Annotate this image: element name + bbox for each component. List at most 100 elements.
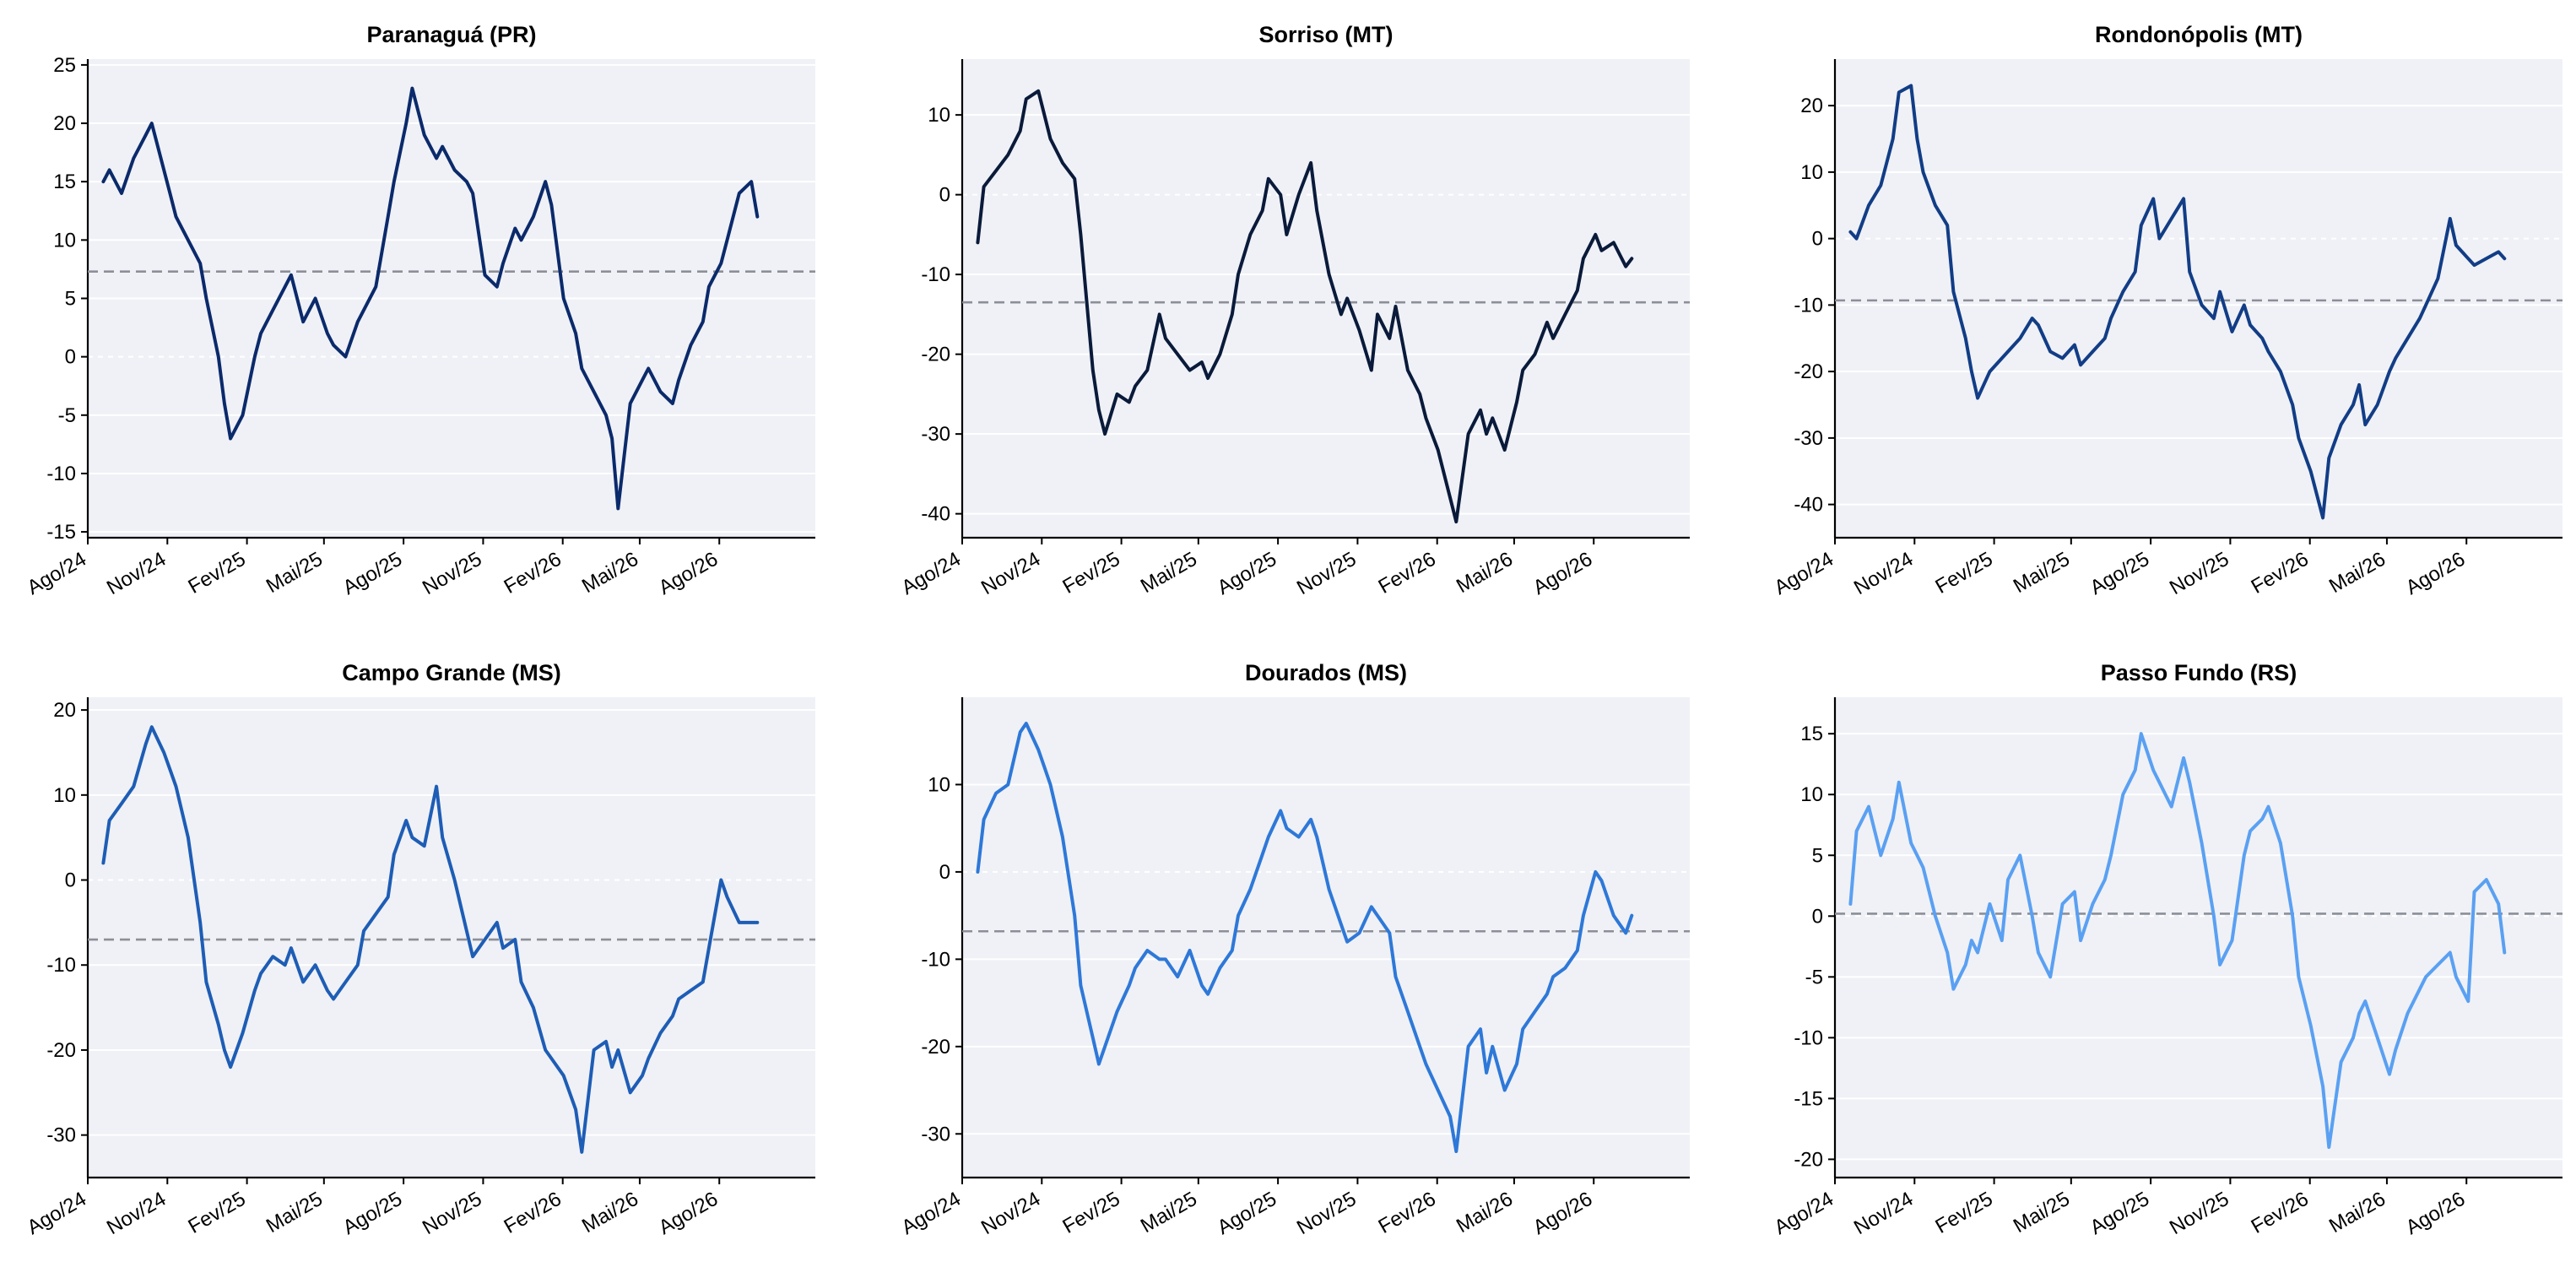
x-tick-label: Mai/26 xyxy=(578,548,642,598)
x-tick-label: Ago/25 xyxy=(1214,1188,1280,1239)
y-tick-label: -20 xyxy=(921,344,950,366)
x-tick-label: Mai/25 xyxy=(262,1188,327,1237)
y-tick-label: -10 xyxy=(921,948,950,971)
y-tick-label: -20 xyxy=(921,1036,950,1059)
x-tick-label: Ago/26 xyxy=(2402,548,2469,599)
x-tick-label: Ago/26 xyxy=(655,1188,722,1239)
x-tick-label: Mai/26 xyxy=(2325,548,2389,598)
y-tick-label: -30 xyxy=(1794,427,1823,450)
x-tick-label: Ago/25 xyxy=(2086,548,2153,599)
y-tick-label: 0 xyxy=(65,869,76,892)
chart-title: Sorriso (MT) xyxy=(1259,22,1394,47)
x-tick-label: Nov/25 xyxy=(419,548,485,599)
y-tick-label: -15 xyxy=(1794,1087,1823,1110)
series-line xyxy=(976,722,1634,1153)
x-tick-label: Fev/26 xyxy=(501,1188,566,1238)
y-tick-label: -10 xyxy=(921,263,950,286)
y-tick-label: 10 xyxy=(1800,783,1823,806)
x-tick-label: Ago/24 xyxy=(24,1188,90,1239)
y-tick-label: -10 xyxy=(1794,1026,1823,1049)
y-tick-label: 20 xyxy=(1800,95,1823,117)
y-tick-label: 15 xyxy=(1800,723,1823,745)
x-tick-label: Mai/26 xyxy=(1453,548,1517,598)
y-tick-label: 5 xyxy=(1812,844,1823,867)
chart-title: Dourados (MS) xyxy=(1245,660,1407,685)
x-tick-label: Ago/25 xyxy=(339,1188,406,1239)
x-tick-label: Fev/25 xyxy=(185,1188,250,1238)
x-tick-label: Nov/24 xyxy=(103,548,170,599)
x-tick-label: Ago/24 xyxy=(24,548,90,599)
y-tick-label: 10 xyxy=(928,773,950,796)
x-tick-label: Nov/24 xyxy=(103,1188,170,1239)
y-tick-label: 25 xyxy=(53,54,76,77)
y-tick-label: -30 xyxy=(921,1123,950,1145)
y-tick-label: -10 xyxy=(46,463,76,485)
x-tick-label: Ago/26 xyxy=(1529,548,1596,599)
x-tick-label: Mai/25 xyxy=(262,548,327,598)
y-tick-label: 10 xyxy=(1800,161,1823,184)
x-tick-label: Mai/25 xyxy=(2010,548,2074,598)
x-tick-label: Ago/24 xyxy=(898,1188,965,1239)
y-tick-label: 10 xyxy=(53,784,76,807)
series-line xyxy=(101,86,760,511)
y-tick-label: -30 xyxy=(921,423,950,446)
x-tick-label: Ago/26 xyxy=(1529,1188,1596,1239)
x-tick-label: Ago/24 xyxy=(1771,1188,1837,1239)
x-tick-label: Mai/26 xyxy=(578,1188,642,1237)
x-tick-label: Fev/26 xyxy=(2248,548,2313,598)
y-tick-label: 10 xyxy=(53,229,76,252)
y-tick-label: 20 xyxy=(53,112,76,135)
y-tick-label: -20 xyxy=(1794,360,1823,383)
series-line xyxy=(1848,732,2507,1149)
x-tick-label: Nov/25 xyxy=(419,1188,485,1239)
y-tick-label: 10 xyxy=(928,104,950,127)
y-tick-label: 0 xyxy=(1812,905,1823,928)
x-tick-label: Nov/24 xyxy=(1850,548,1917,599)
x-tick-label: Fev/25 xyxy=(185,548,250,598)
y-tick-label: -15 xyxy=(46,521,76,544)
y-tick-label: -5 xyxy=(58,404,76,427)
chart-title: Passo Fundo (RS) xyxy=(2101,660,2297,685)
chart-panel: -20 -15 -10 -5 0 5 10 15 Ago/24 Nov/24 Fev/25 Mai/2… xyxy=(1771,660,2562,1239)
chart-panel: -30 -20 -10 0 10 Ago/24 Nov/24 Fev/25 Mai/25 Ago/… xyxy=(898,660,1690,1239)
x-tick-label: Fev/26 xyxy=(2248,1188,2313,1238)
x-tick-label: Mai/25 xyxy=(1137,548,1201,598)
y-tick-label: -5 xyxy=(1805,966,1823,988)
x-tick-label: Mai/26 xyxy=(1453,1188,1517,1237)
y-tick-label: -20 xyxy=(1794,1148,1823,1171)
x-tick-label: Nov/25 xyxy=(2166,548,2232,599)
y-tick-label: -10 xyxy=(46,954,76,977)
y-tick-label: 0 xyxy=(1812,228,1823,251)
y-tick-label: 0 xyxy=(939,861,950,884)
x-tick-label: Fev/25 xyxy=(1932,548,1997,598)
x-tick-label: Ago/25 xyxy=(339,548,406,599)
x-tick-label: Mai/26 xyxy=(2325,1188,2389,1237)
x-tick-label: Ago/24 xyxy=(1771,548,1837,599)
y-tick-label: 0 xyxy=(65,346,76,369)
x-tick-label: Fev/26 xyxy=(501,548,566,598)
y-tick-label: -30 xyxy=(46,1124,76,1147)
chart-title: Rondonópolis (MT) xyxy=(2095,22,2303,47)
series-line xyxy=(976,89,1634,524)
x-tick-label: Nov/25 xyxy=(1293,1188,1360,1239)
chart-panel: -40 -30 -20 -10 0 10 20 Ago/24 Nov/24 Fev/25 Mai/2… xyxy=(1771,22,2562,599)
x-tick-label: Nov/24 xyxy=(1850,1188,1917,1239)
x-tick-label: Fev/25 xyxy=(1059,1188,1124,1238)
x-tick-label: Fev/26 xyxy=(1375,548,1440,598)
y-tick-label: 0 xyxy=(939,184,950,207)
y-tick-label: -10 xyxy=(1794,294,1823,317)
plot-area xyxy=(962,697,1690,1178)
y-tick-label: -20 xyxy=(46,1039,76,1062)
y-tick-label: 20 xyxy=(53,699,76,722)
x-tick-label: Ago/25 xyxy=(2086,1188,2153,1239)
x-tick-label: Fev/25 xyxy=(1932,1188,1997,1238)
x-tick-label: Nov/24 xyxy=(977,1188,1044,1239)
x-tick-label: Mai/25 xyxy=(1137,1188,1201,1237)
x-tick-label: Ago/26 xyxy=(2402,1188,2469,1239)
plot-area xyxy=(88,697,815,1178)
y-tick-label: 5 xyxy=(65,288,76,311)
series-line xyxy=(101,725,760,1154)
x-tick-label: Fev/25 xyxy=(1059,548,1124,598)
